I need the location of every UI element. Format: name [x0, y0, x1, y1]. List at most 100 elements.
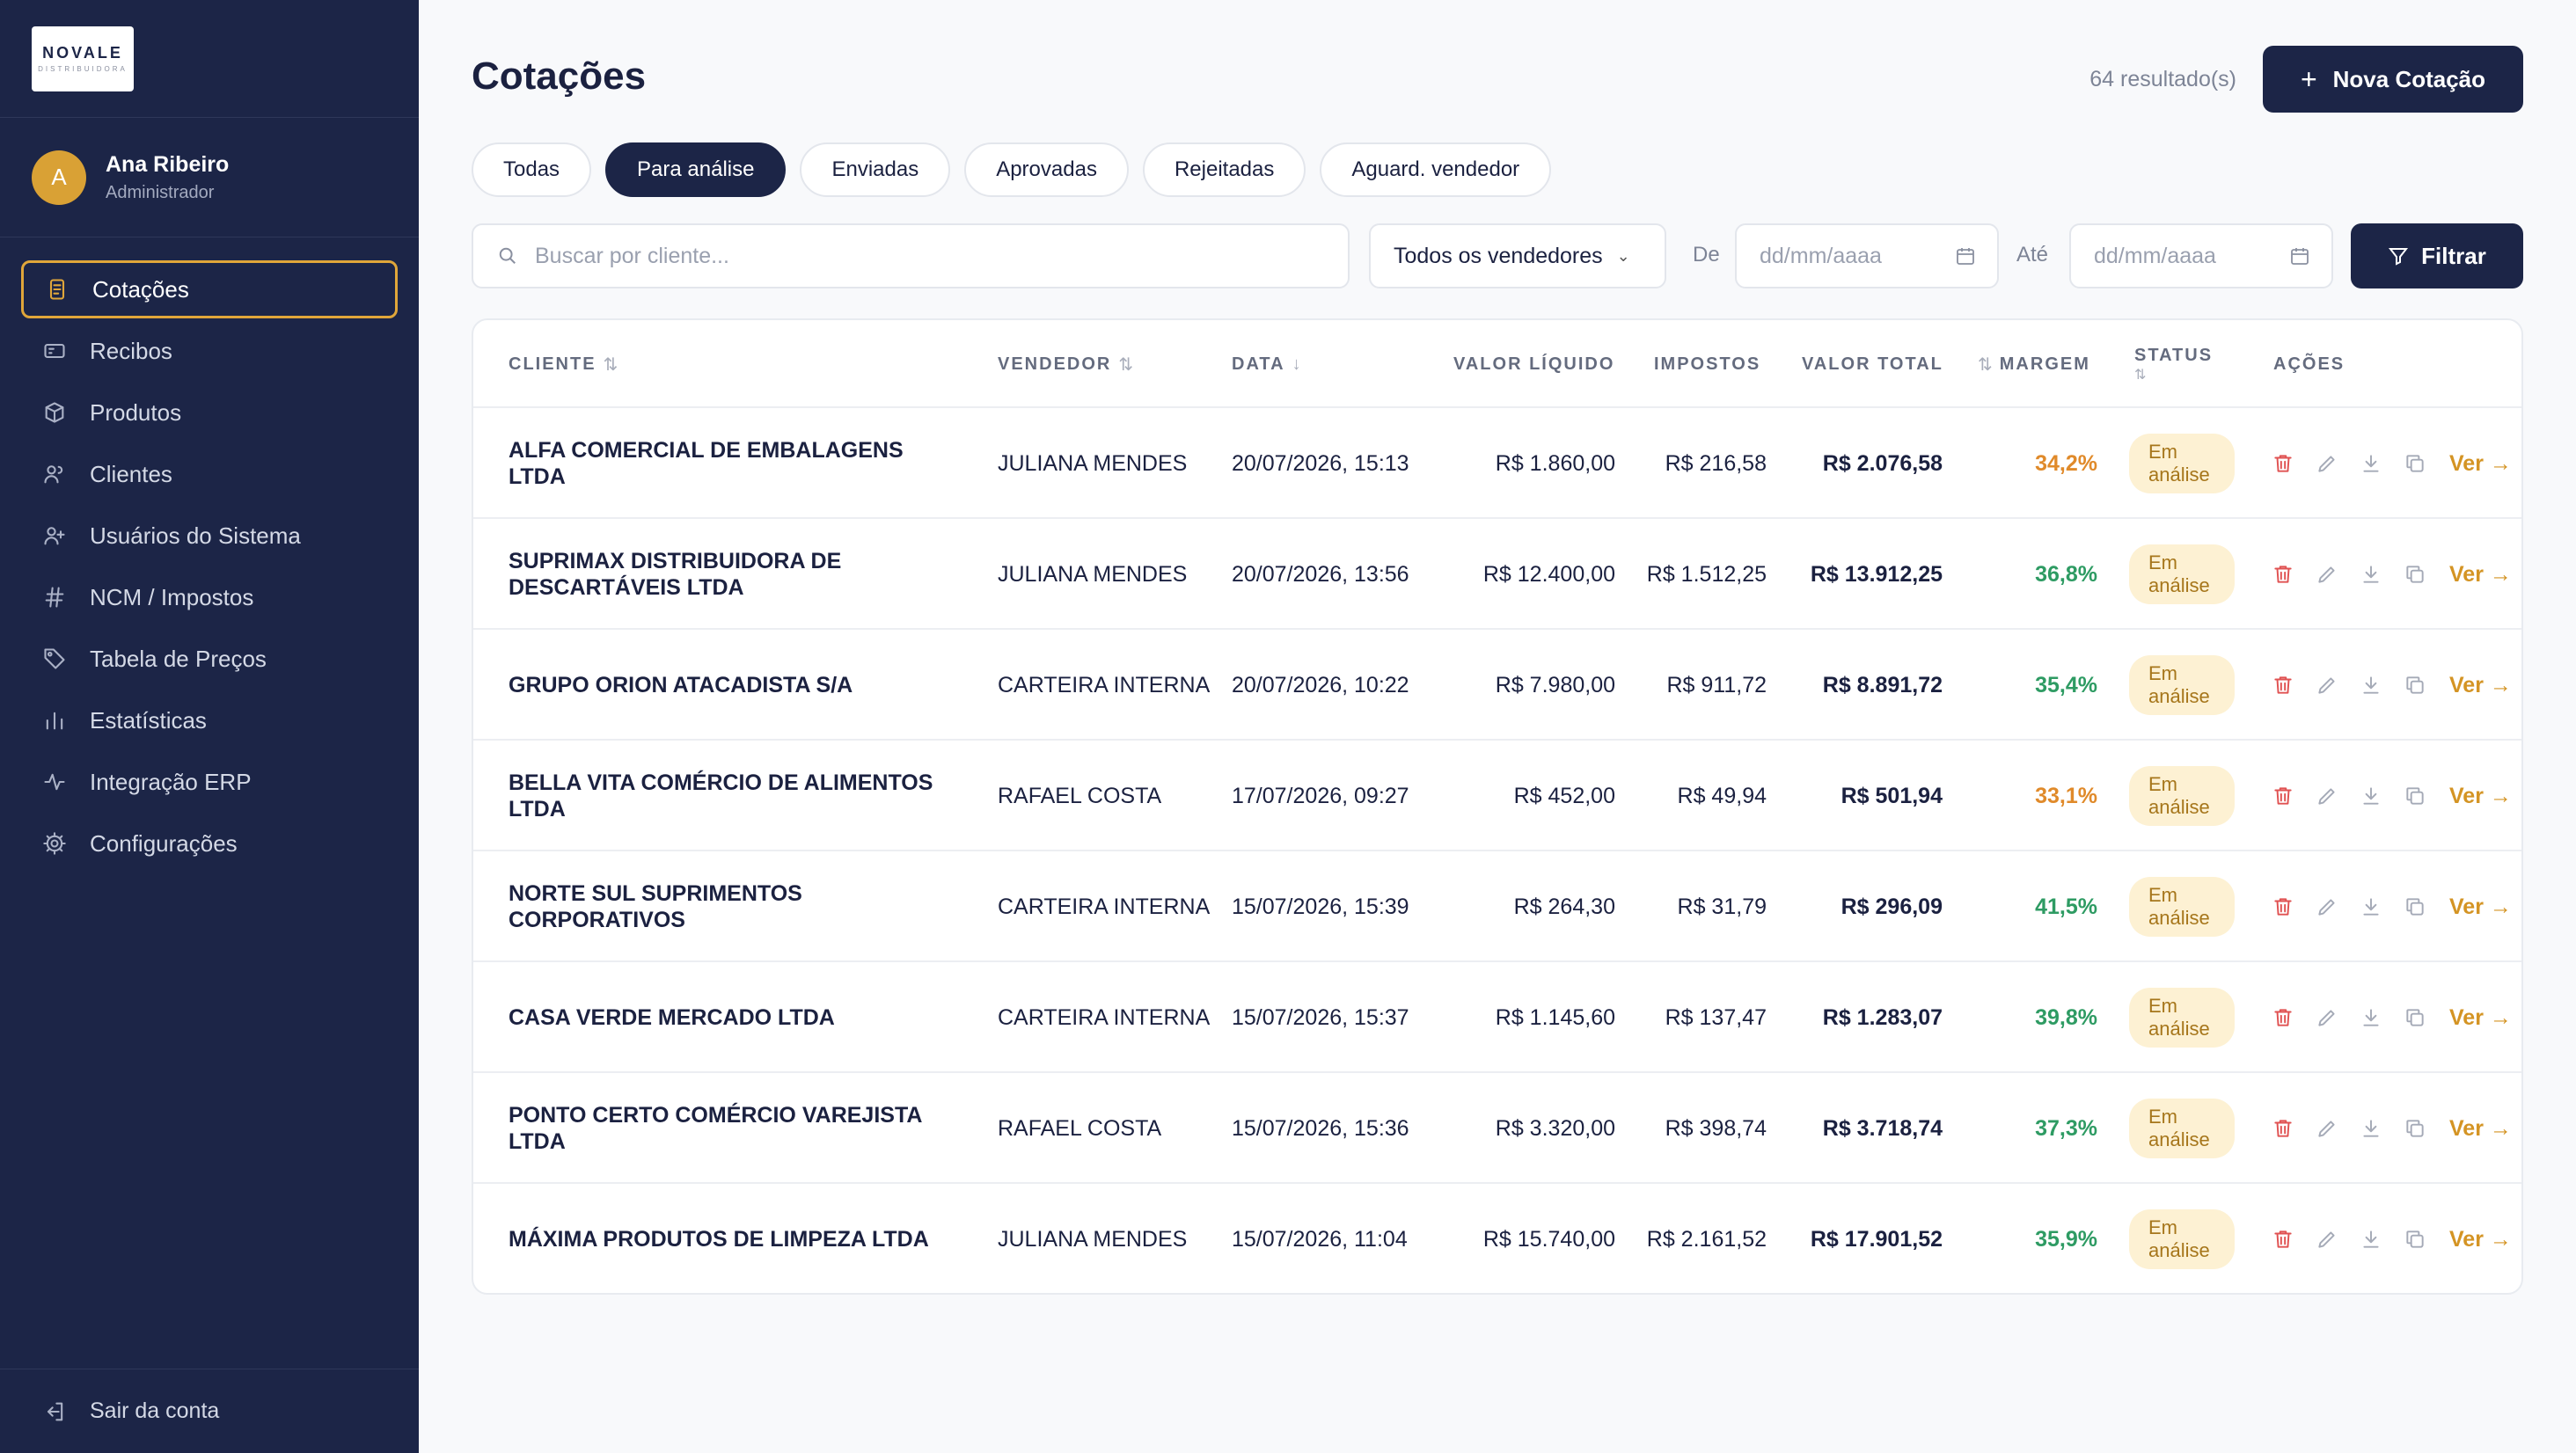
view-link[interactable]: Ver → [2449, 1115, 2512, 1141]
cell-valor-liquido: R$ 3.320,00 [1495, 1115, 1615, 1141]
view-link[interactable]: Ver → [2449, 1004, 2512, 1030]
edit-icon[interactable] [2316, 1117, 2338, 1140]
date-to-input[interactable]: dd/mm/aaaa [2069, 223, 2333, 288]
copy-icon[interactable] [2404, 452, 2426, 475]
sidebar-item-ncm-impostos[interactable]: NCM / Impostos [21, 568, 398, 626]
table-row[interactable]: GRUPO ORION ATACADISTA S/A CARTEIRA INTER… [473, 630, 2521, 741]
edit-icon[interactable] [2316, 1228, 2338, 1251]
download-icon[interactable] [2360, 895, 2382, 918]
table-header: CLIENTE ⇅ VENDEDOR ⇅ DATA ↓ VALOR LÍQUIDO I… [473, 320, 2521, 408]
logout-button[interactable]: Sair da conta [0, 1369, 419, 1453]
copy-icon[interactable] [2404, 1117, 2426, 1140]
cell-valor-liquido: R$ 1.145,60 [1495, 1004, 1615, 1030]
download-icon[interactable] [2360, 1006, 2382, 1029]
sidebar-item-integracao-erp[interactable]: Integração ERP [21, 753, 398, 811]
brand-logo[interactable]: NOVALE DISTRIBUIDORA [32, 26, 134, 91]
sidebar-item-produtos[interactable]: Produtos [21, 383, 398, 442]
edit-icon[interactable] [2316, 895, 2338, 918]
delete-icon[interactable] [2272, 895, 2294, 918]
vendor-select[interactable]: Todos os vendedores ⌄ [1369, 223, 1666, 288]
cell-vendedor: CARTEIRA INTERNA [998, 1004, 1211, 1030]
sidebar-item-label: Configurações [90, 829, 238, 857]
cell-acoes: Ver → [2272, 962, 2518, 1073]
table-row[interactable]: PONTO CERTO COMÉRCIO VAREJISTA LTDA RAFAE… [473, 1073, 2521, 1184]
cell-cliente: MÁXIMA PRODUTOS DE LIMPEZA LTDA [509, 1227, 929, 1252]
col-vendedor[interactable]: VENDEDOR ⇅ [998, 320, 1133, 408]
tab-aprovadas[interactable]: Aprovadas [964, 142, 1129, 197]
cell-data: 20/07/2026, 15:13 [1232, 450, 1409, 476]
sidebar-item-label: Usuários do Sistema [90, 522, 301, 549]
sidebar-item-estatisticas[interactable]: Estatísticas [21, 691, 398, 749]
search-input[interactable]: Buscar por cliente... [472, 223, 1350, 288]
status-badge: Em análise [2129, 1099, 2235, 1158]
edit-icon[interactable] [2316, 452, 2338, 475]
sidebar-item-cotacoes[interactable]: Cotações [21, 260, 398, 318]
sidebar-item-label: Clientes [90, 460, 172, 487]
delete-icon[interactable] [2272, 1228, 2294, 1251]
document-icon [49, 279, 65, 300]
sidebar-item-label: Recibos [90, 337, 172, 364]
download-icon[interactable] [2360, 1117, 2382, 1140]
tab-todas[interactable]: Todas [472, 142, 592, 197]
col-data[interactable]: DATA ↓ [1232, 320, 1301, 408]
table-row[interactable]: ALFA COMERCIAL DE EMBALAGENS LTDA JULIANA… [473, 408, 2521, 519]
new-quote-button[interactable]: + Nova Cotação [2263, 46, 2523, 113]
delete-icon[interactable] [2272, 452, 2294, 475]
delete-icon[interactable] [2272, 674, 2294, 697]
download-icon[interactable] [2360, 452, 2382, 475]
view-link[interactable]: Ver → [2449, 1226, 2512, 1252]
download-icon[interactable] [2360, 563, 2382, 586]
table-row[interactable]: NORTE SUL SUPRIMENTOS CORPORATIVOS CARTEI… [473, 851, 2521, 962]
copy-icon[interactable] [2404, 785, 2426, 807]
tab-aguard-vendedor[interactable]: Aguard. vendedor [1320, 142, 1552, 197]
edit-icon[interactable] [2316, 563, 2338, 586]
view-link[interactable]: Ver → [2449, 450, 2512, 476]
date-from-input[interactable]: dd/mm/aaaa [1735, 223, 1999, 288]
delete-icon[interactable] [2272, 1117, 2294, 1140]
table-row[interactable]: CASA VERDE MERCADO LTDA CARTEIRA INTERNA 1… [473, 962, 2521, 1073]
view-link[interactable]: Ver → [2449, 672, 2512, 697]
col-cliente[interactable]: CLIENTE ⇅ [509, 320, 618, 408]
copy-icon[interactable] [2404, 895, 2426, 918]
calendar-icon [1957, 248, 1974, 265]
cell-vendedor: JULIANA MENDES [998, 1226, 1188, 1252]
copy-icon[interactable] [2404, 563, 2426, 586]
tab-para-analise[interactable]: Para análise [605, 142, 787, 197]
download-icon[interactable] [2360, 674, 2382, 697]
filter-button[interactable]: Filtrar [2351, 223, 2523, 288]
cell-margem: 35,4% [2035, 672, 2097, 697]
sort-icon: ⇅ [603, 354, 618, 375]
view-link[interactable]: Ver → [2449, 894, 2512, 919]
cell-vendedor: CARTEIRA INTERNA [998, 894, 1211, 919]
logout-icon [47, 1402, 63, 1420]
copy-icon[interactable] [2404, 1228, 2426, 1251]
sidebar-item-recibos[interactable]: Recibos [21, 322, 398, 380]
copy-icon[interactable] [2404, 674, 2426, 697]
col-status[interactable]: STATUS ⇅ [2134, 320, 2213, 408]
tab-enviadas[interactable]: Enviadas [800, 142, 951, 197]
table-row[interactable]: MÁXIMA PRODUTOS DE LIMPEZA LTDA JULIANA M… [473, 1184, 2521, 1293]
delete-icon[interactable] [2272, 785, 2294, 807]
delete-icon[interactable] [2272, 1006, 2294, 1029]
sort-icon: ⇅ [2134, 367, 2147, 383]
view-link[interactable]: Ver → [2449, 783, 2512, 808]
cell-margem: 39,8% [2035, 1004, 2097, 1030]
copy-icon[interactable] [2404, 1006, 2426, 1029]
sidebar-item-clientes[interactable]: Clientes [21, 445, 398, 503]
edit-icon[interactable] [2316, 674, 2338, 697]
sidebar-item-configuracoes[interactable]: Configurações [21, 814, 398, 873]
tab-rejeitadas[interactable]: Rejeitadas [1142, 142, 1306, 197]
sidebar-item-usuarios-do-sistema[interactable]: Usuários do Sistema [21, 507, 398, 565]
download-icon[interactable] [2360, 1228, 2382, 1251]
edit-icon[interactable] [2316, 1006, 2338, 1029]
delete-icon[interactable] [2272, 563, 2294, 586]
table-row[interactable]: SUPRIMAX DISTRIBUIDORA DE DESCARTÁVEIS L… [473, 519, 2521, 630]
download-icon[interactable] [2360, 785, 2382, 807]
col-margem[interactable]: ⇅ MARGEM [1978, 320, 2090, 408]
edit-icon[interactable] [2316, 785, 2338, 807]
view-link[interactable]: Ver → [2449, 561, 2512, 587]
brand-sub: DISTRIBUIDORA [38, 65, 128, 73]
sidebar-item-tabela-de-precos[interactable]: Tabela de Preços [21, 630, 398, 688]
sidebar-item-label: NCM / Impostos [90, 583, 254, 610]
table-row[interactable]: BELLA VITA COMÉRCIO DE ALIMENTOS LTDA RAF… [473, 741, 2521, 851]
